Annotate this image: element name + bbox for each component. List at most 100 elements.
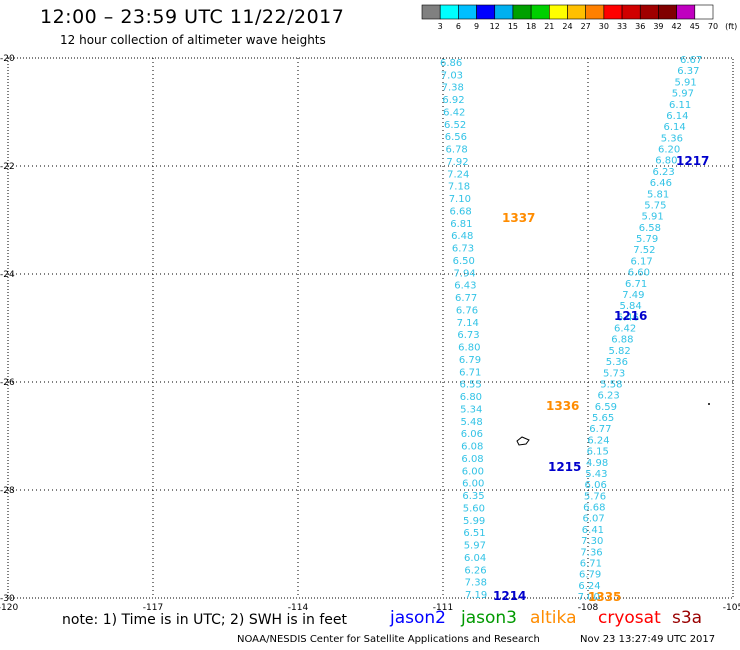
wave-height-label: 6.14 — [666, 111, 688, 122]
wave-height-label: 6.50 — [453, 256, 475, 267]
lon-tick-label: -120 — [0, 603, 18, 613]
wave-height-label: 7.52 — [633, 245, 655, 256]
lon-tick-label: -111 — [433, 603, 453, 613]
colorbar-label: 18 — [526, 22, 536, 31]
wave-height-label: 7.19 — [465, 590, 487, 601]
wave-height-label: 6.00 — [462, 479, 484, 490]
wave-height-label: 6.68 — [449, 206, 471, 217]
wave-height-label: 6.80 — [458, 343, 480, 354]
wave-height-label: 6.37 — [677, 66, 699, 77]
wave-height-label: 6.80 — [655, 156, 677, 167]
colorbar-swatch — [439, 4, 459, 20]
wave-height-label: 6.26 — [464, 565, 486, 576]
wave-height-label: 6.42 — [614, 324, 636, 335]
wave-height-label: 6.11 — [669, 100, 691, 111]
wave-height-label: 7.03 — [441, 70, 463, 81]
lat-tick-label: -28 — [0, 486, 15, 496]
lat-tick-label: -24 — [0, 270, 15, 280]
colorbar-swatch — [549, 4, 568, 20]
pass-number-label: 1216 — [614, 309, 647, 323]
wave-height-label: 6.77 — [589, 424, 611, 435]
lat-tick-label: -20 — [0, 54, 15, 64]
wave-height-label: 6.17 — [631, 256, 653, 267]
wave-height-label: 6.48 — [451, 231, 473, 242]
colorbar-swatch — [621, 4, 641, 20]
wave-height-label: 5.84 — [620, 301, 642, 312]
colorbar-swatch — [639, 4, 659, 20]
colorbar-label: 39 — [653, 22, 663, 31]
wave-height-label: 5.34 — [460, 404, 482, 415]
wave-height-label: 6.59 — [595, 402, 617, 413]
pass-number-label: 1215 — [548, 460, 581, 474]
wave-height-label: 6.04 — [464, 553, 486, 564]
wave-height-label: 6.88 — [611, 335, 633, 346]
colorbar-label: 12 — [490, 22, 500, 31]
colorbar-swatch — [512, 4, 532, 20]
wave-height-label: 5.82 — [609, 346, 631, 357]
wave-height-label: 6.15 — [587, 447, 609, 458]
pass-number-label: 1336 — [546, 399, 579, 413]
wave-height-label: 6.24 — [578, 581, 600, 592]
wave-height-label: 5.97 — [672, 89, 694, 100]
wave-height-label: 6.56 — [445, 132, 467, 143]
wave-height-label: 7.18 — [448, 182, 470, 193]
wave-height-label: 5.81 — [647, 189, 669, 200]
wave-height-label: 7.30 — [581, 536, 603, 547]
note-text: note: 1) Time is in UTC; 2) SWH is in fe… — [62, 612, 348, 628]
footer-credit: NOAA/NESDIS Center for Satellite Applica… — [237, 634, 540, 645]
wave-height-label: 6.23 — [653, 167, 675, 178]
colorbar-swatch — [476, 4, 496, 20]
wave-height-label: 5.36 — [661, 133, 683, 144]
island-outline — [516, 436, 530, 446]
wave-height-label: 6.79 — [579, 570, 601, 581]
wave-height-label: 7.94 — [453, 268, 475, 279]
wave-height-label: 6.08 — [461, 442, 483, 453]
wave-height-label: 6.46 — [650, 178, 672, 189]
colorbar-label: 33 — [617, 22, 627, 31]
colorbar-label: 9 — [474, 22, 479, 31]
colorbar-label: 24 — [562, 22, 572, 31]
legend-jason2: jason2 — [390, 608, 446, 628]
colorbar-swatch — [658, 4, 677, 20]
lat-tick-label: -30 — [0, 594, 15, 604]
colorbar-label: 30 — [599, 22, 609, 31]
wave-height-label: 6.73 — [457, 330, 479, 341]
wave-height-label: 6.35 — [462, 491, 484, 502]
wave-height-label: 6.43 — [454, 281, 476, 292]
wave-height-label: 6.60 — [628, 268, 650, 279]
wave-height-label: 7.38 — [442, 83, 464, 94]
wave-height-label: 5.43 — [585, 469, 607, 480]
lat-tick-label: -22 — [0, 162, 15, 172]
wave-height-label: 6.00 — [462, 466, 484, 477]
colorbar-swatch — [694, 4, 714, 20]
lon-tick-label: -117 — [143, 603, 163, 613]
wave-height-label: 6.71 — [459, 367, 481, 378]
wave-height-label: 5.60 — [463, 503, 485, 514]
wave-height-label: 7.14 — [457, 318, 479, 329]
colorbar-label: (ft) — [725, 22, 737, 31]
wave-height-label: 7.38 — [465, 578, 487, 589]
wave-height-label: 5.79 — [636, 234, 658, 245]
map-frame — [7, 57, 734, 599]
wave-height-label: 6.68 — [583, 503, 605, 514]
wave-height-label: 5.97 — [464, 541, 486, 552]
colorbar-swatch — [585, 4, 605, 20]
wave-height-label: 7.10 — [449, 194, 471, 205]
colorbar-label: 70 — [708, 22, 718, 31]
wave-height-label: 6.67 — [680, 55, 702, 66]
lat-tick-label: -26 — [0, 378, 15, 388]
colorbar-label: 27 — [581, 22, 591, 31]
wave-height-label: 6.52 — [444, 120, 466, 131]
pass-number-label: 1337 — [502, 211, 535, 225]
lon-tick-label: -108 — [578, 603, 599, 613]
colorbar-swatch — [421, 4, 441, 20]
wave-height-label: 6.77 — [455, 293, 477, 304]
wave-height-label: 7.24 — [447, 169, 469, 180]
wave-height-label: 5.36 — [606, 357, 628, 368]
wave-height-label: 6.07 — [582, 514, 604, 525]
page-subtitle: 12 hour collection of altimeter wave hei… — [60, 33, 326, 47]
footer-timestamp: Nov 23 13:27:49 UTC 2017 — [580, 634, 716, 645]
wave-height-label: 7.49 — [622, 290, 644, 301]
wave-height-label: 6.41 — [582, 525, 604, 536]
wave-height-label: 7.36 — [580, 547, 602, 558]
